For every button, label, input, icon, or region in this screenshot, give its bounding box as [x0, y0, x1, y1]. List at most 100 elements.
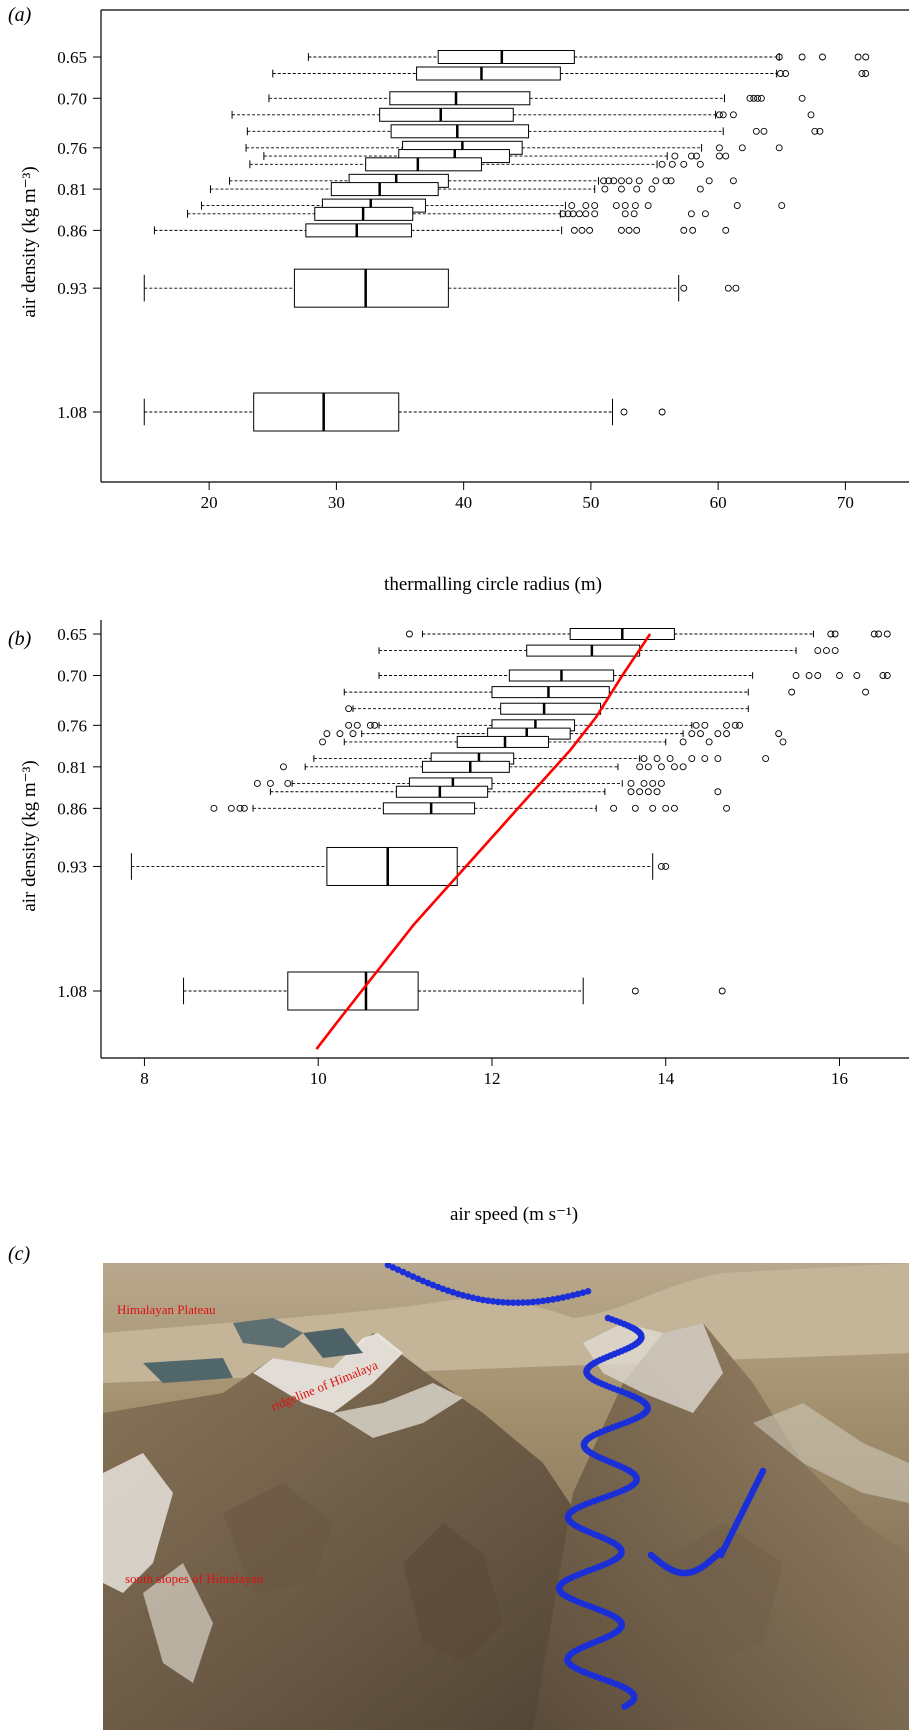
track-point — [409, 1273, 417, 1280]
track-point — [399, 1268, 407, 1276]
track-point — [544, 1296, 552, 1304]
iqr-box — [305, 223, 412, 238]
outlier-point — [705, 177, 713, 185]
outlier-point — [775, 730, 783, 738]
panel-c-label: (c) — [8, 1243, 31, 1265]
satellite-terrain-image: Himalayan Plateau ridgeline of Himalaya … — [103, 1263, 909, 1730]
outlier-point — [617, 177, 625, 185]
iqr-box — [416, 66, 561, 81]
outlier-point — [353, 721, 361, 729]
boxplot-box — [263, 149, 730, 164]
boxplot-box — [345, 702, 749, 715]
track-point — [469, 1294, 477, 1302]
track-point — [559, 1294, 567, 1301]
outlier-point — [648, 185, 656, 193]
iqr-box — [293, 268, 449, 308]
boxplot-box — [268, 91, 806, 106]
track-point — [459, 1292, 467, 1299]
outlier-point — [630, 210, 638, 218]
outlier-point — [405, 630, 413, 638]
iqr-box — [491, 686, 610, 699]
outlier-point — [715, 144, 723, 152]
outlier-point — [862, 688, 870, 696]
track-point — [489, 1298, 497, 1305]
outlier-point — [879, 672, 887, 679]
x-tick-label: 50 — [582, 493, 599, 512]
outlier-point — [689, 226, 697, 234]
track-point — [384, 1263, 392, 1269]
outlier-point — [723, 804, 730, 812]
outlier-point — [775, 53, 783, 61]
y-tick-label: 0.86 — [57, 799, 87, 818]
y-tick-label: 0.65 — [57, 625, 87, 644]
outlier-point — [570, 226, 578, 234]
outlier-point — [722, 226, 730, 234]
boxplot-chart-radius: 20 30 40 50 60 70 0.65 0.70 0.76 0.81 0.86 0.93 1.08… — [19, 9, 909, 595]
track-point — [579, 1289, 587, 1296]
boxplot-box — [231, 107, 815, 122]
map-label-south-slopes: south slopes of Himalayan — [125, 1571, 264, 1586]
boxplot-box — [249, 157, 704, 172]
outlier-point — [679, 763, 687, 771]
outlier-point — [760, 127, 768, 135]
iqr-box — [456, 735, 549, 748]
track-point — [519, 1299, 527, 1306]
outlier-point — [319, 738, 326, 746]
outlier-point — [610, 804, 618, 812]
chart-a-x-axis-label: thermalling circle radius (m) — [384, 574, 602, 595]
outlier-point — [658, 160, 666, 168]
outlier-point — [715, 152, 723, 160]
outlier-point — [798, 94, 806, 102]
track-point — [414, 1275, 422, 1283]
outlier-point — [827, 630, 835, 638]
outlier-point — [729, 177, 737, 185]
boxplot-box — [183, 971, 726, 1011]
outlier-point — [640, 779, 648, 787]
outlier-point — [792, 672, 800, 679]
outlier-point — [722, 152, 730, 160]
outlier-point — [336, 730, 344, 738]
iqr-box — [437, 50, 575, 64]
track-point — [499, 1299, 507, 1306]
boxplot-box — [269, 785, 722, 798]
chart-a-boxes — [143, 50, 870, 432]
outlier-point — [862, 53, 870, 61]
outlier-point — [777, 70, 784, 77]
x-tick-label: 60 — [710, 493, 727, 512]
y-tick-label: 1.08 — [57, 403, 87, 422]
track-point — [514, 1299, 522, 1306]
outlier-point — [662, 804, 670, 812]
outlier-point — [653, 755, 661, 762]
boxplot-box — [143, 268, 740, 308]
outlier-point — [688, 755, 696, 762]
boxplot-box — [187, 206, 709, 221]
iqr-box — [287, 971, 419, 1011]
track-point — [444, 1287, 452, 1294]
chart-b-y-axis-label: air density (kg m⁻³) — [19, 760, 40, 911]
outlier-point — [883, 672, 891, 679]
outlier-point — [621, 210, 629, 218]
outlier-point — [724, 284, 732, 292]
x-tick-label: 20 — [201, 493, 218, 512]
outlier-point — [831, 647, 839, 655]
boxplot-box — [130, 846, 670, 886]
track-point — [509, 1299, 517, 1306]
outlier-point — [738, 144, 746, 152]
track-point — [554, 1295, 562, 1302]
outlier-point — [701, 721, 709, 729]
outlier-point — [705, 738, 713, 746]
outlier-point — [627, 779, 635, 787]
outlier-point — [633, 226, 641, 234]
gps-flight-track — [384, 1263, 767, 1710]
outlier-point — [714, 755, 722, 762]
outlier-point — [631, 202, 639, 210]
outlier-point — [715, 111, 723, 119]
outlier-point — [210, 804, 218, 812]
y-tick-label: 0.86 — [57, 221, 87, 240]
outlier-point — [345, 721, 353, 729]
outlier-point — [621, 202, 629, 210]
outlier-point — [729, 111, 737, 119]
iqr-box — [389, 91, 531, 106]
outlier-point — [591, 210, 599, 218]
boxplot-box — [323, 727, 783, 740]
